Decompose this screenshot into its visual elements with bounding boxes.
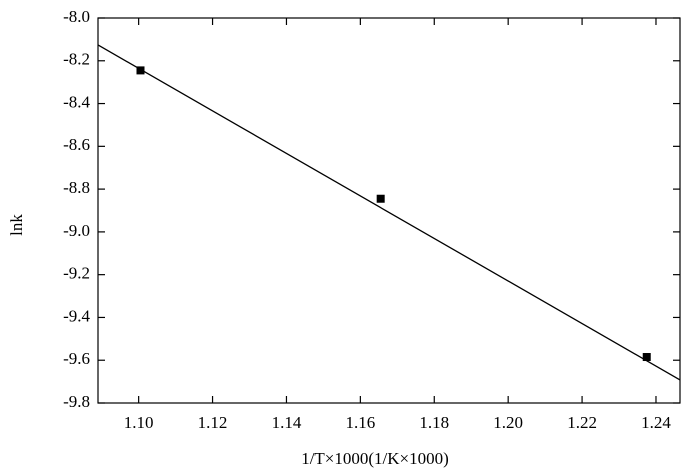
x-tick-label: 1.16 [345, 413, 375, 432]
x-tick-label: 1.14 [272, 413, 302, 432]
y-tick-label: -9.2 [63, 264, 90, 283]
x-tick-label: 1.24 [641, 413, 671, 432]
y-axis-label: lnk [7, 214, 26, 236]
x-axis-label: 1/T×1000(1/K×1000) [301, 449, 449, 468]
plot-frame [97, 17, 681, 404]
data-point [136, 66, 145, 75]
x-tick-label: 1.18 [419, 413, 449, 432]
x-tick-label: 1.10 [124, 413, 154, 432]
y-tick-label: -8.2 [63, 50, 90, 69]
x-tick-label: 1.22 [567, 413, 597, 432]
y-tick-label: -9.0 [63, 221, 90, 240]
y-tick-label: -8.0 [63, 7, 90, 26]
x-tick-label: 1.20 [493, 413, 523, 432]
y-tick-label: -8.8 [63, 178, 90, 197]
fit-line [97, 44, 681, 381]
y-tick-label: -9.8 [63, 392, 90, 411]
y-tick-label: -9.4 [63, 306, 90, 325]
y-tick-label: -9.6 [63, 349, 90, 368]
data-point [642, 353, 651, 362]
data-point [376, 194, 385, 203]
x-tick-label: 1.12 [198, 413, 228, 432]
y-tick-label: -8.6 [63, 135, 90, 154]
y-tick-label: -8.4 [63, 92, 90, 111]
